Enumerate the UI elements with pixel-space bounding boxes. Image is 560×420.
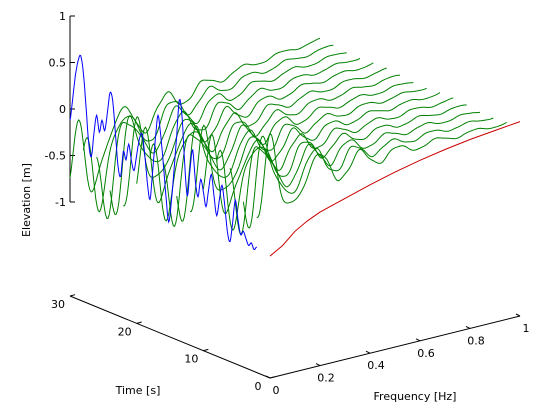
x-tick-mark <box>515 313 521 317</box>
x-tick-label: 1 <box>523 322 530 335</box>
time-trace-line <box>69 54 258 250</box>
x-tick-label: 0.2 <box>317 372 335 385</box>
z-axis-label: Elevation [m] <box>20 163 33 237</box>
frequency-slice-line <box>229 111 481 235</box>
x-tick-mark <box>315 363 321 367</box>
y-tick-label: 0 <box>255 380 262 393</box>
frequency-slice-line <box>149 74 401 222</box>
z-tick-label: -1 <box>55 196 66 209</box>
y-tick-mark <box>203 348 209 352</box>
y-tick-label: 10 <box>184 353 198 366</box>
x-axis-ticks: 0 0.2 0.4 0.6 0.8 1 <box>265 313 530 397</box>
x-tick-label: 0.4 <box>367 359 385 372</box>
z-tick-label: 0 <box>59 103 66 116</box>
z-tick-label: -0.5 <box>45 150 66 163</box>
x-tick-mark <box>465 325 471 329</box>
z-tick-label: 0.5 <box>49 57 67 70</box>
frequency-slice-line <box>96 52 347 220</box>
x-axis-label: Frequency [Hz] <box>374 390 457 403</box>
frequency-slice-line <box>69 37 321 193</box>
frequency-slice-line <box>82 44 334 213</box>
x-tick-mark <box>365 350 371 354</box>
frequency-slice-line <box>109 57 361 215</box>
frequency-slice-line <box>136 67 387 204</box>
y-tick-mark <box>136 321 142 324</box>
x-tick-label: 0.6 <box>417 347 435 360</box>
frequency-envelope-line <box>269 121 521 257</box>
y-tick-label: 30 <box>51 298 65 311</box>
frequency-slice-line <box>242 117 494 229</box>
frequency-slice-line <box>256 121 507 218</box>
y-tick-mark <box>269 376 276 379</box>
axes: -1 -0.5 0 0.5 1 0 10 20 30 0 0.2 0.4 0.6 0.8 1 <box>45 10 530 397</box>
frequency-slice-line <box>202 97 454 215</box>
y-axis-line <box>69 295 271 379</box>
x-tick-mark <box>265 375 271 379</box>
frequency-slice-line <box>189 92 441 213</box>
y-axis-ticks: 0 10 20 30 <box>51 294 276 393</box>
x-tick-label: 0.8 <box>467 334 485 347</box>
z-axis-ticks: -1 -0.5 0 0.5 1 <box>45 10 75 209</box>
frequency-slice-line <box>162 82 414 227</box>
y-axis-label: Time [s] <box>115 384 161 397</box>
y-tick-mark <box>69 294 76 297</box>
x-axis-line <box>269 315 521 379</box>
x-tick-label: 0 <box>273 384 280 397</box>
z-tick-label: 1 <box>59 10 66 23</box>
y-tick-label: 20 <box>118 325 132 338</box>
frequency-time-slices <box>69 37 507 235</box>
x-tick-mark <box>415 338 421 342</box>
